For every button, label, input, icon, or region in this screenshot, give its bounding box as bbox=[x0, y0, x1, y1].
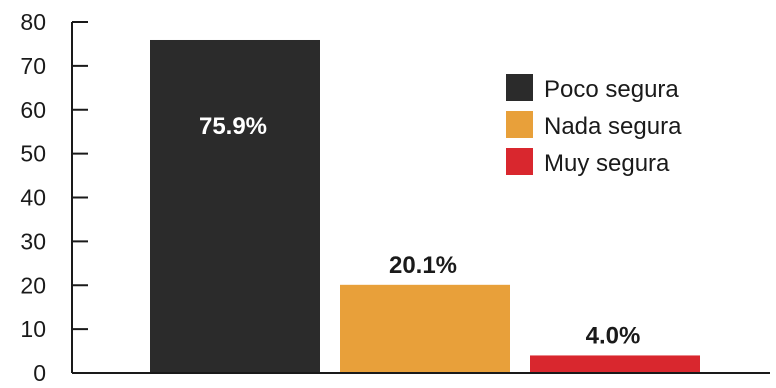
data-label: 75.9% bbox=[199, 113, 267, 140]
y-tick-label: 70 bbox=[20, 53, 46, 79]
y-axis: 0 10 20 30 40 50 60 70 80 bbox=[20, 9, 88, 386]
y-tick-label: 10 bbox=[20, 316, 46, 342]
y-tick-label: 80 bbox=[20, 9, 46, 35]
legend-label: Muy segura bbox=[544, 150, 670, 177]
bar-muy-segura bbox=[530, 355, 700, 373]
y-tick-label: 40 bbox=[20, 185, 46, 211]
data-label: 20.1% bbox=[389, 252, 457, 279]
data-label: 4.0% bbox=[586, 322, 641, 349]
bars bbox=[150, 39, 700, 374]
legend-swatch bbox=[506, 111, 533, 138]
y-tick-label: 60 bbox=[20, 97, 46, 123]
y-tick-label: 20 bbox=[20, 272, 46, 298]
legend-swatch bbox=[506, 148, 533, 175]
y-tick-label: 0 bbox=[33, 360, 46, 386]
legend-label: Nada segura bbox=[544, 113, 682, 140]
data-labels: 75.9% 20.1% 4.0% bbox=[199, 113, 640, 349]
legend-label: Poco segura bbox=[544, 76, 679, 103]
bar-nada-segura bbox=[340, 284, 510, 373]
bar-poco-segura bbox=[150, 39, 320, 374]
legend: Poco segura Nada segura Muy segura bbox=[506, 74, 682, 177]
y-tick-label: 30 bbox=[20, 228, 46, 254]
legend-swatch bbox=[506, 74, 533, 101]
y-tick-label: 50 bbox=[20, 141, 46, 167]
